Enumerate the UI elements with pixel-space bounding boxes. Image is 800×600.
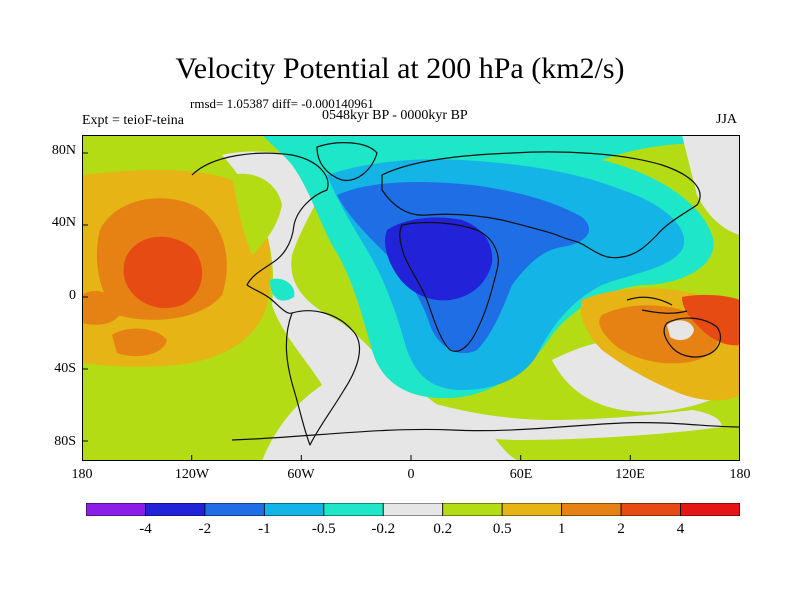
colorbar-swatch [620, 503, 681, 516]
colorbar-label: 2 [617, 521, 625, 537]
colorbar-swatch [145, 503, 206, 516]
lon-label-60e: 60E [509, 467, 533, 482]
colorbar-swatch [382, 503, 444, 516]
field-arctic-grey [682, 135, 740, 235]
lat-label-0: 0 [69, 288, 76, 303]
eurasia-outline [381, 151, 701, 259]
field-south-pacific-orange [112, 328, 167, 357]
colorbar-label: -4 [139, 521, 152, 537]
indonesia-outline [626, 296, 688, 314]
colorbar-swatch [263, 503, 325, 516]
field-central-america-cyan [270, 278, 295, 301]
colorbar-label: -1 [258, 521, 271, 537]
period-label: 0548kyr BP - 0000kyr BP [322, 108, 468, 123]
colorbar-swatch [86, 503, 146, 516]
season-label: JJA [716, 112, 738, 127]
lat-label-40n: 40N [51, 215, 76, 230]
stats-label: rmsd= 1.05387 diff= -0.000140961 [190, 96, 374, 111]
map-title: Velocity Potential at 200 hPa (km2/s) [175, 52, 625, 85]
colorbar-label: 1 [557, 521, 566, 537]
lat-label-80s: 80S [54, 434, 76, 449]
field-north-america-grey [222, 151, 522, 461]
field-southern-grey [412, 397, 722, 440]
lat-label-80n: 80N [51, 143, 76, 158]
colorbar-swatch [204, 503, 265, 516]
colorbar-swatch [501, 503, 563, 516]
field-indian-ocean-grey [667, 320, 694, 341]
field-dark-blue [385, 217, 493, 301]
colorbar-label: -0.5 [311, 521, 336, 537]
lon-label-120e: 120E [615, 467, 645, 482]
colorbar-label: 0.5 [492, 521, 512, 537]
colorbar-label: -0.2 [371, 521, 396, 537]
lon-label-180w: 180 [71, 467, 93, 482]
field-pacific-red-orange [123, 236, 203, 309]
experiment-label: Expt = teioF-teina [82, 113, 184, 128]
lon-label-120w: 120W [174, 467, 210, 482]
field-north-america-light-green [232, 173, 282, 255]
north-america-outline [191, 152, 329, 314]
field-pacific-west-edge [82, 290, 122, 325]
tick-marks [82, 152, 631, 461]
coastlines [191, 142, 740, 446]
lon-label-60w: 60W [287, 467, 315, 482]
field-australia-dark-orange [599, 305, 718, 364]
field-australia-red-orange [682, 294, 740, 346]
lon-label-180e: 180 [729, 467, 751, 482]
lon-label-0: 0 [407, 467, 415, 482]
colorbar-swatch [323, 503, 384, 516]
lat-label-40s: 40S [54, 361, 76, 376]
colorbar-swatch [442, 503, 503, 516]
colorbar-swatch [680, 503, 740, 516]
antarctica-outline [231, 422, 740, 441]
africa-outline [399, 221, 499, 352]
greenland-outline [316, 142, 378, 181]
australia-outline [663, 317, 721, 358]
colorbar-label: -2 [198, 521, 212, 537]
colorbar-swatch [561, 503, 622, 516]
velocity-potential-map [82, 135, 740, 461]
south-america-outline [285, 310, 361, 446]
colorbar [86, 503, 740, 516]
field-far-east-grey [552, 340, 722, 412]
colorbar-label: 0.2 [433, 521, 453, 537]
colorbar-label: 4 [676, 521, 685, 537]
